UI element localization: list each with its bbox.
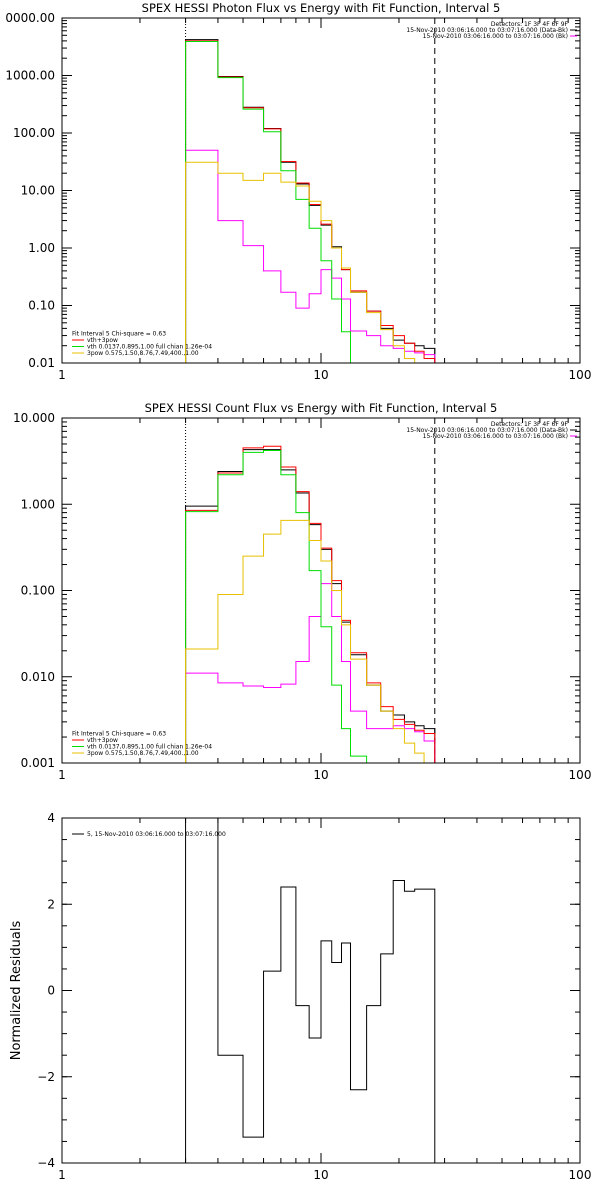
legend-entry: vth 0.0137,0.895,1.00 full chian 1.26e-0… bbox=[87, 744, 212, 751]
legend-entry: vth 0.0137,0.895,1.00 full chian 1.26e-0… bbox=[87, 344, 212, 351]
x-tick-label: 100 bbox=[569, 1168, 592, 1182]
chart-3: Normalized Residuals 1 10 100 −4 −2 0 2 4 5, 15-N… bbox=[9, 811, 591, 1182]
legend-entry: 5, 15-Nov-2010 03:06:16.000 to 03:07:16.… bbox=[87, 831, 226, 838]
x-tick-label: 10 bbox=[313, 768, 328, 782]
y-tick-label: 0 bbox=[47, 984, 55, 998]
series-2 bbox=[185, 40, 436, 363]
header-line: Detectors: 1F 3F 4F 6F 9F bbox=[491, 21, 569, 28]
series-1 bbox=[185, 149, 436, 363]
legend-entry: vth+3pow bbox=[87, 337, 118, 344]
y-tick-label: 0000.00 bbox=[5, 11, 55, 25]
y-tick-label: 100.00 bbox=[13, 126, 55, 140]
legend-entry: 3pow 0.575,1.50,8.76,7.49,400.,1.00 bbox=[87, 350, 199, 357]
y-tick-label: −4 bbox=[37, 1156, 55, 1170]
plot-frame bbox=[61, 417, 581, 764]
series-4 bbox=[185, 519, 436, 763]
legend-entry: 3pow 0.575,1.50,8.76,7.49,400.,1.00 bbox=[87, 750, 199, 757]
y-tick-label: 4 bbox=[47, 811, 55, 825]
header-line: 15-Nov-2010 03:06:16.000 to 03:07:16.000… bbox=[423, 33, 568, 40]
y-tick-label: 10.000 bbox=[13, 411, 55, 425]
plot-frame bbox=[61, 17, 581, 364]
chart-title: SPEX HESSI Photon Flux vs Energy with Fi… bbox=[142, 1, 501, 15]
series-0 bbox=[185, 818, 436, 1163]
header-line: 15-Nov-2010 03:06:16.000 to 03:07:16.000… bbox=[423, 433, 568, 440]
x-tick-label: 100 bbox=[569, 768, 592, 782]
series-1 bbox=[185, 583, 436, 763]
legend-entry: Fit Interval 5 Chi-square = 0.63 bbox=[72, 331, 166, 338]
y-axis-label: Normalized Residuals bbox=[9, 921, 24, 1061]
x-tick-label: 10 bbox=[313, 1168, 328, 1182]
chart-2: SPEX HESSI Count Flux vs Energy with Fit… bbox=[13, 401, 591, 782]
y-tick-label: 0.100 bbox=[21, 584, 55, 598]
legend-entry: Fit Interval 5 Chi-square = 0.63 bbox=[72, 731, 166, 738]
y-tick-label: 1.00 bbox=[28, 241, 55, 255]
series-3 bbox=[185, 449, 368, 763]
series-2 bbox=[185, 445, 436, 763]
y-tick-label: 0.01 bbox=[28, 356, 55, 370]
series-4 bbox=[185, 161, 436, 363]
chart-title: SPEX HESSI Count Flux vs Energy with Fit… bbox=[145, 401, 498, 415]
y-tick-label: 10.00 bbox=[21, 184, 55, 198]
plot-frame bbox=[61, 817, 581, 1164]
x-tick-label: 10 bbox=[313, 368, 328, 382]
series-3 bbox=[185, 41, 367, 363]
y-tick-label: 1.000 bbox=[21, 497, 55, 511]
legend-entry: vth+3pow bbox=[87, 737, 118, 744]
header-line: Detectors: 1F 3F 4F 6F 9F bbox=[491, 421, 569, 428]
y-tick-label: −2 bbox=[37, 1070, 55, 1084]
x-tick-label: 1 bbox=[58, 768, 66, 782]
y-tick-label: 0.010 bbox=[21, 670, 55, 684]
x-tick-label: 1 bbox=[58, 368, 66, 382]
chart-1: SPEX HESSI Photon Flux vs Energy with Fi… bbox=[5, 1, 591, 382]
header-line: 15-Nov-2010 03:06:16.000 to 03:07:16.000… bbox=[406, 427, 568, 434]
series-0 bbox=[185, 449, 436, 763]
x-tick-label: 100 bbox=[569, 368, 592, 382]
y-tick-label: 2 bbox=[47, 897, 55, 911]
y-tick-label: 0.10 bbox=[28, 299, 55, 313]
y-tick-label: 1000.00 bbox=[5, 69, 55, 83]
x-tick-label: 1 bbox=[58, 1168, 66, 1182]
y-tick-label: 0.001 bbox=[21, 756, 55, 770]
header-line: 15-Nov-2010 03:06:16.000 to 03:07:16.000… bbox=[406, 27, 568, 34]
